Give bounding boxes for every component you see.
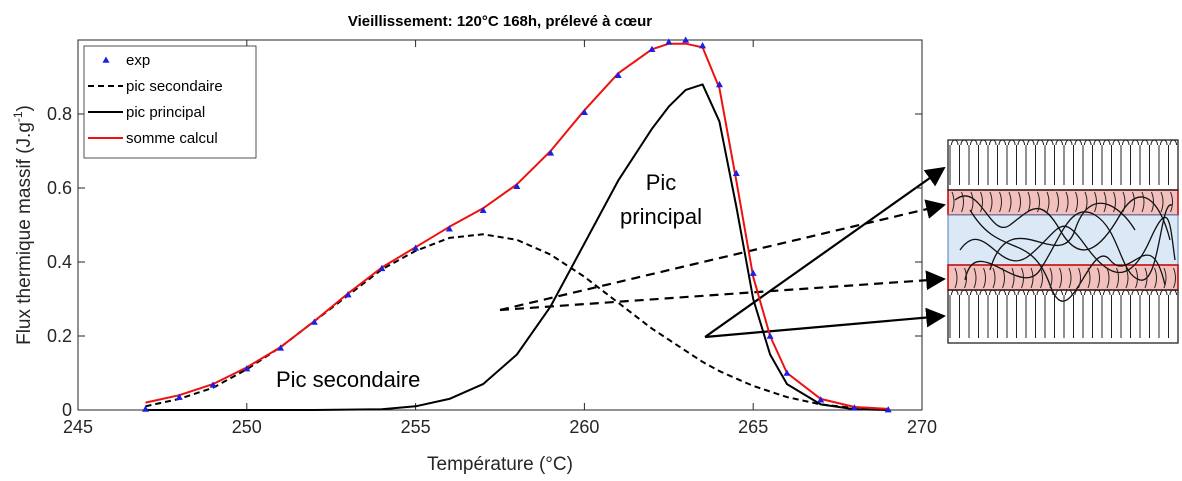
exp-marker bbox=[412, 244, 420, 251]
exp-marker bbox=[665, 38, 673, 45]
legend-label: somme calcul bbox=[126, 130, 218, 147]
exp-marker bbox=[884, 406, 892, 413]
fold bbox=[1027, 191, 1034, 289]
legend-label: pic principal bbox=[126, 104, 205, 121]
y-tick-label: 0.4 bbox=[47, 252, 72, 272]
chain-folds bbox=[949, 289, 1178, 338]
y-label-text: Flux thermique massif (J.g bbox=[14, 122, 35, 345]
exp-marker bbox=[378, 264, 386, 272]
fold bbox=[1141, 191, 1148, 289]
exp-marker bbox=[243, 365, 251, 372]
exp-marker bbox=[732, 169, 740, 176]
x-tick-label: 255 bbox=[401, 417, 431, 437]
fold bbox=[989, 191, 996, 289]
x-tick-label: 270 bbox=[907, 417, 937, 437]
fold bbox=[970, 191, 977, 289]
exp-marker bbox=[749, 269, 757, 276]
fold bbox=[1151, 191, 1157, 289]
fold bbox=[999, 191, 1005, 289]
fold bbox=[1084, 191, 1091, 289]
annotation: Pic bbox=[646, 170, 677, 195]
exp-marker bbox=[547, 149, 555, 156]
x-tick-label: 245 bbox=[63, 417, 93, 437]
arrows bbox=[499, 166, 946, 339]
x-axis-label: Température (°C) bbox=[427, 454, 573, 475]
x-tick-label: 260 bbox=[569, 417, 599, 437]
fold bbox=[961, 191, 967, 289]
fold bbox=[1056, 191, 1062, 289]
fold bbox=[1094, 191, 1100, 289]
annotation: principal bbox=[620, 204, 702, 229]
fold bbox=[1170, 191, 1176, 289]
fold bbox=[951, 191, 958, 289]
y-tick-label: 0.8 bbox=[47, 104, 72, 124]
exp-marker bbox=[175, 393, 183, 400]
exp-marker bbox=[766, 332, 774, 339]
fold bbox=[1160, 191, 1167, 289]
exp-marker bbox=[580, 108, 588, 115]
fold bbox=[1046, 191, 1053, 289]
legend-label: pic secondaire bbox=[126, 78, 223, 95]
lamella bbox=[947, 139, 1179, 191]
legend-label: exp bbox=[126, 52, 150, 69]
exp-marker bbox=[699, 42, 707, 49]
y-axis-label: Flux thermique massif (J.g-1) bbox=[11, 105, 35, 345]
exp-marker bbox=[682, 36, 690, 43]
x-tick-label: 265 bbox=[738, 417, 768, 437]
fold bbox=[1008, 191, 1015, 289]
exp-marker bbox=[142, 405, 150, 412]
exp-marker bbox=[715, 80, 723, 88]
x-tick-label: 250 bbox=[232, 417, 262, 437]
exp-marker bbox=[648, 45, 656, 53]
y-tick-label: 0.2 bbox=[47, 326, 72, 346]
chain-folds bbox=[949, 139, 1178, 185]
exp-marker bbox=[209, 381, 217, 388]
fold bbox=[1018, 191, 1024, 289]
exp-marker bbox=[310, 318, 318, 325]
fold bbox=[1113, 191, 1119, 289]
fold bbox=[1132, 191, 1138, 289]
exp-marker bbox=[344, 291, 352, 298]
lamella bbox=[947, 289, 1179, 344]
exp-marker bbox=[513, 182, 521, 189]
legend-marker bbox=[102, 56, 110, 63]
chart-title: Vieillissement: 120°C 168h, prélevé à cœ… bbox=[348, 13, 652, 30]
exp-marker bbox=[479, 206, 487, 213]
y-label-end: ) bbox=[14, 105, 35, 111]
fold bbox=[980, 191, 986, 289]
fold bbox=[1103, 191, 1110, 289]
y-label-sup: -1 bbox=[11, 111, 25, 122]
exp-marker bbox=[445, 225, 453, 232]
annotation: Pic secondaire bbox=[276, 367, 420, 392]
exp-marker bbox=[277, 344, 285, 351]
fold bbox=[1037, 191, 1043, 289]
exp-marker bbox=[817, 396, 825, 403]
fold bbox=[1075, 191, 1081, 289]
legend-box bbox=[83, 45, 257, 159]
series-line bbox=[145, 83, 889, 411]
exp-marker bbox=[783, 369, 791, 376]
fold bbox=[1065, 191, 1072, 289]
exp-marker bbox=[614, 71, 622, 78]
lamella-diagram bbox=[947, 139, 1179, 344]
y-tick-label: 0 bbox=[62, 400, 72, 420]
exp-marker bbox=[850, 404, 858, 411]
y-tick-label: 0.6 bbox=[47, 178, 72, 198]
fold bbox=[1122, 191, 1129, 289]
